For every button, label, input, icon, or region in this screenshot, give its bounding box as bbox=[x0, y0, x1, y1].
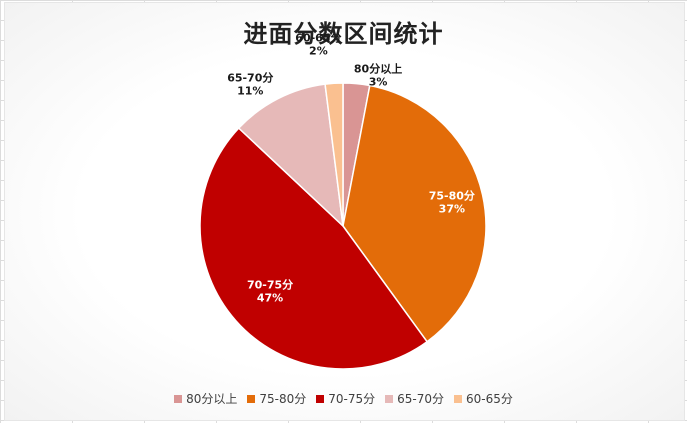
data-label-category: 60-65分 bbox=[295, 31, 341, 45]
pie-slice[interactable] bbox=[342, 84, 487, 343]
legend-item: 70-75分 bbox=[316, 390, 375, 407]
legend-label: 80分以上 bbox=[186, 392, 238, 406]
legend-swatch bbox=[174, 394, 183, 403]
legend-swatch bbox=[247, 394, 256, 403]
data-label-category: 65-70分 bbox=[227, 70, 273, 84]
legend-swatch bbox=[454, 394, 463, 403]
pie-slices bbox=[199, 82, 487, 370]
data-label-percent: 3% bbox=[369, 76, 388, 89]
pie-slice[interactable] bbox=[199, 127, 429, 370]
data-label-percent: 37% bbox=[439, 203, 465, 216]
pie-slice[interactable] bbox=[324, 82, 344, 227]
data-label-percent: 11% bbox=[237, 84, 263, 97]
legend-swatch bbox=[316, 394, 325, 403]
legend-label: 65-70分 bbox=[397, 392, 445, 406]
legend-label: 60-65分 bbox=[466, 392, 513, 406]
data-label-category: 80分以上 bbox=[354, 62, 402, 76]
pie-slice[interactable] bbox=[237, 83, 345, 228]
data-label-category: 70-75分 bbox=[247, 277, 293, 291]
data-label-percent: 47% bbox=[257, 291, 283, 304]
legend-item: 80分以上 bbox=[174, 390, 237, 407]
data-label-category: 75-80分 bbox=[429, 189, 475, 203]
legend-label: 75-80分 bbox=[259, 392, 307, 406]
data-label-percent: 2% bbox=[309, 45, 328, 58]
legend-item: 75-80分 bbox=[247, 390, 306, 407]
chart-title: 进面分数区间统计 bbox=[243, 20, 444, 48]
legend-item: 60-65分 bbox=[454, 390, 513, 407]
legend-label: 70-75分 bbox=[328, 392, 376, 406]
legend: 80分以上 75-80分 70-75分 65-70分 60-65分 bbox=[0, 390, 687, 407]
legend-item: 65-70分 bbox=[385, 390, 444, 407]
legend-swatch bbox=[385, 394, 394, 403]
